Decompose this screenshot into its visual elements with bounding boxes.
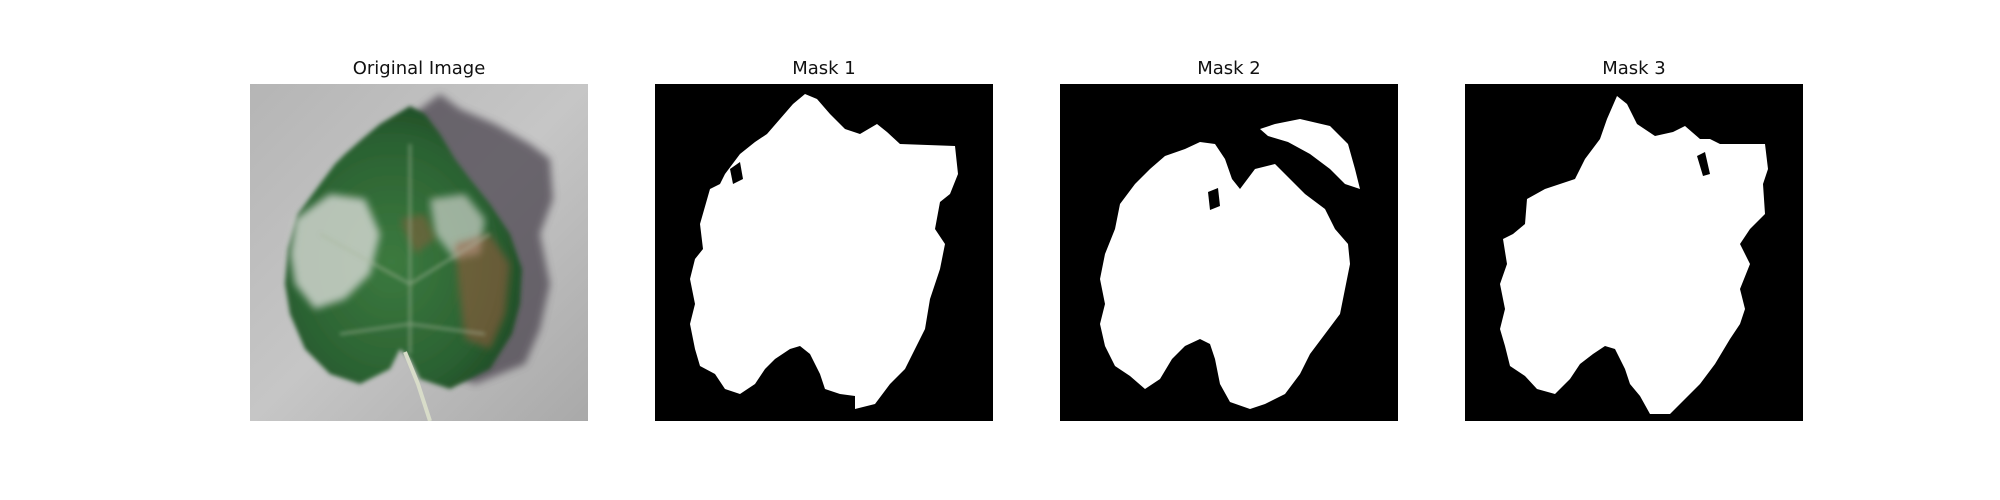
- mask-3: [1465, 84, 1803, 421]
- mask-3-image: [1465, 84, 1803, 421]
- panel-title-mask-2: Mask 2: [1197, 58, 1261, 79]
- leaf-rust-area: [455, 234, 510, 349]
- original-image: [250, 84, 588, 421]
- mask-1-image: [655, 84, 993, 421]
- leaf-rust-spot: [400, 214, 435, 254]
- mask-2-image: [1060, 84, 1398, 421]
- mask-2: [1060, 84, 1398, 421]
- mask-region-main: [1100, 142, 1350, 409]
- mask-region-top: [1260, 119, 1360, 189]
- panel-title-original: Original Image: [352, 58, 486, 79]
- mask-region: [690, 94, 958, 409]
- panel-title-mask-3: Mask 3: [1602, 58, 1666, 79]
- mask-hole: [1208, 188, 1220, 210]
- leaf-light-patch: [290, 194, 380, 309]
- leaf-veins: [319, 144, 491, 354]
- panel-title-mask-1: Mask 1: [792, 58, 856, 79]
- leaf-stem: [403, 351, 432, 421]
- mask-hole: [1697, 152, 1710, 176]
- mask-region: [1500, 96, 1768, 414]
- mask-hole: [730, 162, 743, 184]
- mask-1: [655, 84, 993, 421]
- leaf-photo: [250, 84, 588, 421]
